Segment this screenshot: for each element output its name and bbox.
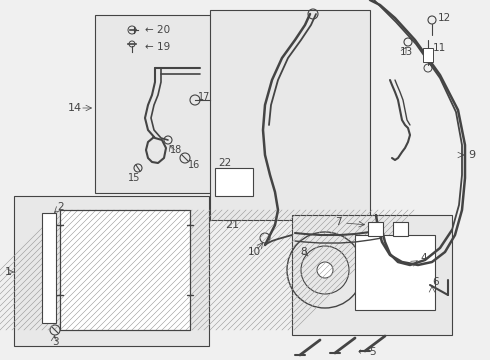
Text: ← 19: ← 19 [145,42,170,52]
Text: 9: 9 [468,150,475,160]
Bar [210,10,370,220]
Text: ← 5: ← 5 [358,347,377,357]
Bar [393,222,408,236]
Bar [292,215,452,335]
Bar [368,222,383,236]
Text: ← 20: ← 20 [145,25,170,35]
Text: 2: 2 [57,202,64,212]
Text: 12: 12 [438,13,451,23]
Text: 21: 21 [225,220,239,230]
Text: 14: 14 [68,103,82,113]
Text: 15: 15 [128,173,140,183]
Text: 7: 7 [335,217,342,227]
Bar [42,213,56,323]
Text: 18: 18 [170,145,182,155]
Text: 11: 11 [433,43,446,53]
Bar [355,235,435,310]
Bar [60,210,190,330]
Text: 22: 22 [218,158,231,168]
Text: 16: 16 [188,160,200,170]
Circle shape [317,262,333,278]
Text: 6: 6 [432,277,439,287]
Bar [215,168,253,196]
Text: 1: 1 [5,267,12,277]
Text: 17: 17 [198,92,210,102]
Bar [14,196,209,346]
Bar [95,15,243,193]
Text: 8: 8 [300,247,307,257]
Text: 13: 13 [400,47,413,57]
Text: 10: 10 [248,247,261,257]
Text: 4: 4 [420,253,427,263]
Bar [60,210,190,330]
Bar [423,48,433,62]
Text: 3: 3 [52,337,59,347]
